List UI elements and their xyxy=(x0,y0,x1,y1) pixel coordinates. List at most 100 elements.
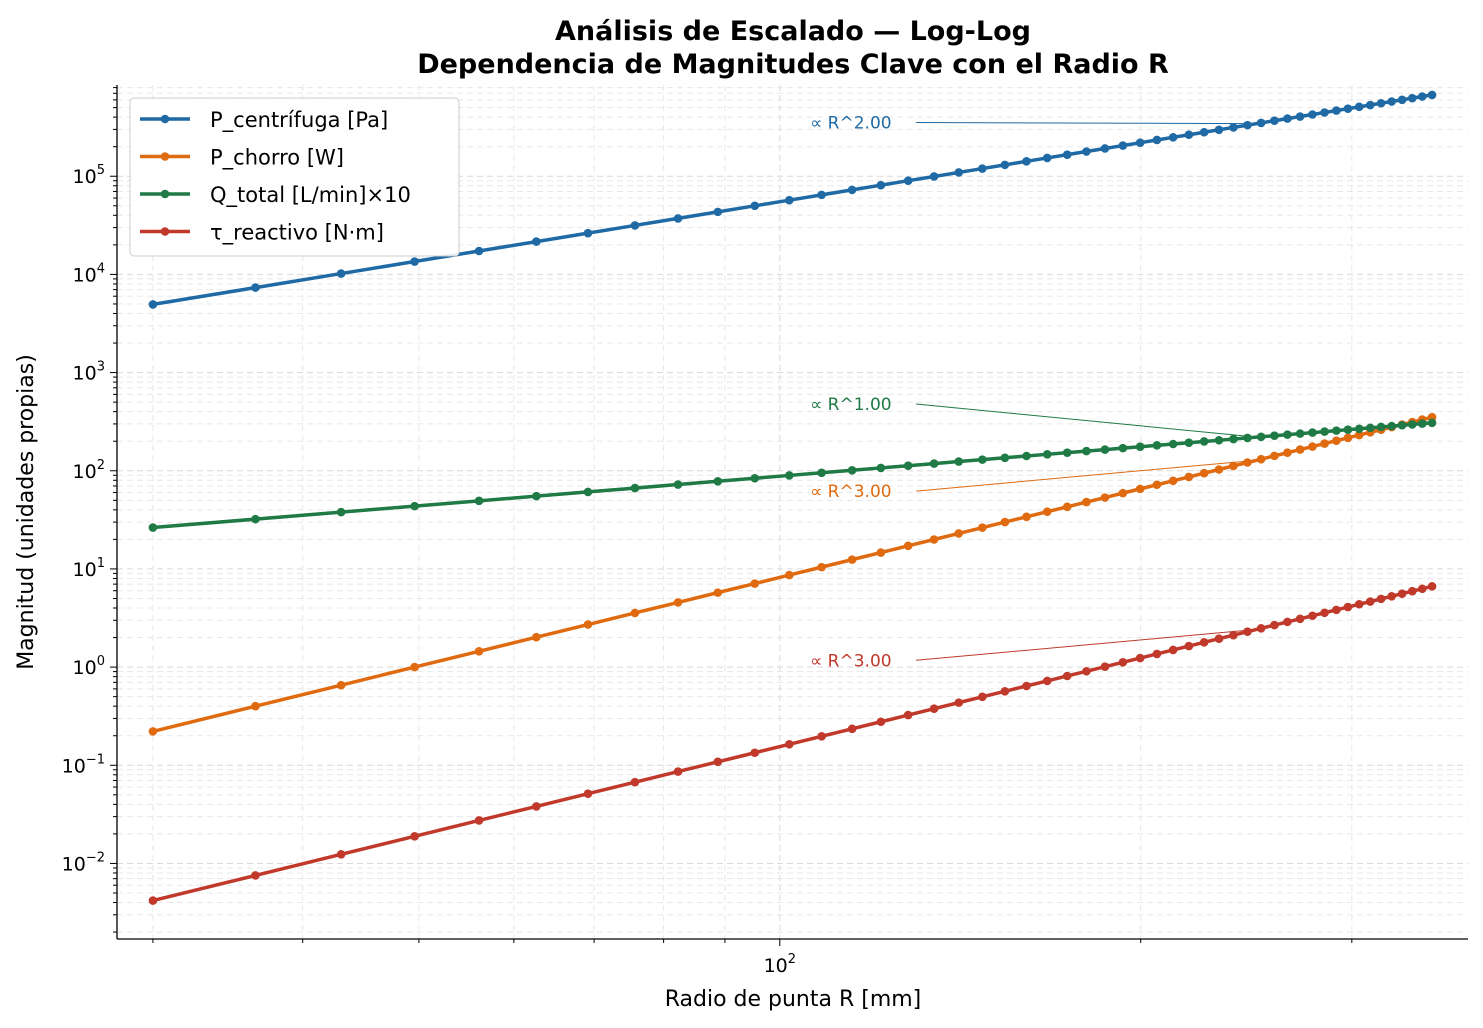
data-point xyxy=(1184,130,1194,140)
data-point xyxy=(251,701,260,711)
data-point xyxy=(1118,658,1128,667)
data-point xyxy=(532,491,541,501)
data-point xyxy=(1427,582,1437,591)
data-point xyxy=(847,465,857,475)
data-point xyxy=(1199,127,1209,137)
data-point xyxy=(1214,465,1224,474)
data-point xyxy=(1168,439,1178,449)
grid xyxy=(117,85,1468,939)
data-point xyxy=(1135,484,1145,494)
data-point xyxy=(1295,112,1305,121)
data-point xyxy=(1270,116,1279,126)
y-tick-label: 10−2 xyxy=(62,850,105,875)
data-point xyxy=(1332,605,1341,615)
data-point xyxy=(1229,123,1238,132)
data-point xyxy=(954,457,964,466)
data-point xyxy=(954,168,964,177)
data-point xyxy=(1184,641,1194,651)
y-tick-exponent: 1 xyxy=(97,556,105,571)
legend-label: Q_total [L/min]×10 xyxy=(210,183,411,208)
x-tick-label: 102 xyxy=(764,952,796,977)
data-point xyxy=(750,579,760,588)
data-point xyxy=(1256,432,1266,442)
data-point xyxy=(750,473,760,483)
data-point xyxy=(1168,133,1178,142)
legend-swatch-marker xyxy=(160,189,170,199)
data-point xyxy=(1365,100,1375,110)
data-point xyxy=(148,896,158,905)
data-point xyxy=(784,739,794,749)
data-point xyxy=(251,283,260,292)
y-tick-exponent: 4 xyxy=(97,261,105,276)
data-point xyxy=(1199,638,1209,647)
data-point xyxy=(1283,114,1292,123)
data-point xyxy=(1354,599,1364,609)
data-point xyxy=(929,704,939,713)
y-tick-exponent: −1 xyxy=(86,752,105,767)
data-point xyxy=(876,463,886,473)
legend-box xyxy=(129,97,460,257)
data-point xyxy=(784,570,794,580)
y-tick-label: 102 xyxy=(73,458,105,483)
data-point xyxy=(474,246,484,256)
data-point xyxy=(1152,441,1162,450)
y-tick-label: 104 xyxy=(73,261,105,286)
y-tick-label: 105 xyxy=(73,163,105,188)
data-point xyxy=(954,529,964,538)
data-point xyxy=(903,541,913,551)
data-point xyxy=(1022,157,1031,166)
data-point xyxy=(1199,437,1209,446)
data-point xyxy=(954,698,964,707)
data-point xyxy=(583,228,593,238)
data-point xyxy=(713,476,723,486)
data-point xyxy=(1214,634,1224,644)
data-point xyxy=(750,748,760,758)
data-point xyxy=(1042,450,1052,459)
y-tick-base: 10 xyxy=(73,166,97,188)
data-point xyxy=(1152,480,1162,490)
data-point xyxy=(673,214,683,223)
data-point xyxy=(1229,630,1238,640)
data-point xyxy=(1100,493,1110,502)
data-point xyxy=(583,620,593,629)
data-point xyxy=(1427,90,1437,100)
data-point xyxy=(1256,118,1266,128)
data-point xyxy=(1308,110,1317,119)
chart-title: Análisis de Escalado — Log-Log xyxy=(555,16,1031,47)
data-point xyxy=(532,237,541,246)
annotations: ∝ R^2.00 ∝ R^3.00 ∝ R^1.00 ∝ R^3.00 xyxy=(810,113,1257,671)
y-tick-exponent: 0 xyxy=(97,654,105,669)
y-tick-base: 10 xyxy=(73,657,97,679)
data-point xyxy=(583,487,593,497)
data-point xyxy=(713,757,723,767)
data-point xyxy=(1022,512,1031,522)
data-point xyxy=(1100,445,1110,454)
annotation-leader xyxy=(916,459,1257,492)
y-tick-base: 10 xyxy=(73,363,97,385)
data-point xyxy=(410,501,419,511)
y-tick-base: 10 xyxy=(73,264,97,286)
x-tick-base: 10 xyxy=(764,955,788,977)
data-point xyxy=(876,548,886,557)
data-point xyxy=(1407,93,1417,103)
y-tick-base: 10 xyxy=(73,559,97,581)
data-point xyxy=(1417,419,1427,428)
data-point xyxy=(817,468,826,478)
data-point xyxy=(847,555,857,564)
data-point xyxy=(1062,448,1072,457)
data-point xyxy=(1082,666,1091,676)
y-tick-exponent: −2 xyxy=(86,850,105,865)
data-point xyxy=(1000,517,1010,527)
data-point xyxy=(583,789,593,799)
y-tick-label: 10−1 xyxy=(62,752,105,777)
data-point xyxy=(1118,488,1128,498)
data-point xyxy=(1308,442,1317,451)
data-point xyxy=(1214,435,1224,445)
data-point xyxy=(1042,676,1052,686)
data-point xyxy=(1343,425,1353,434)
y-tick-base: 10 xyxy=(62,853,86,875)
data-point xyxy=(1000,686,1010,696)
data-point xyxy=(817,562,826,572)
data-point xyxy=(713,588,723,597)
data-point xyxy=(1042,507,1052,516)
